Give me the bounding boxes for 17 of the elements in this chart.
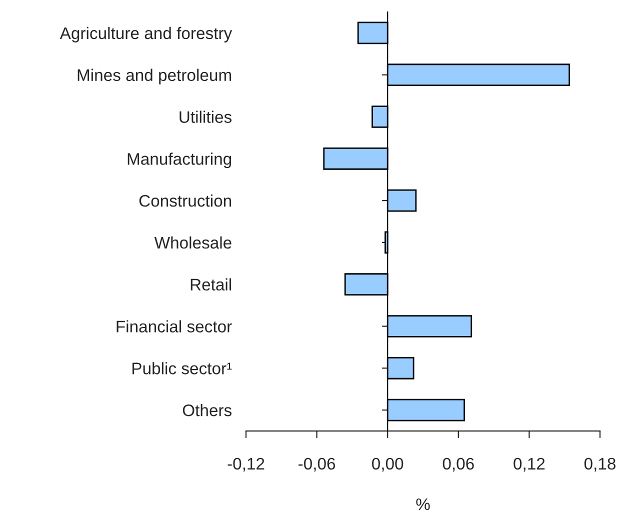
y-tick-label: Financial sector	[116, 320, 232, 332]
y-tick-label: Construction	[139, 194, 232, 207]
y-tick-label: Utilities	[180, 110, 232, 123]
y-tick-label: Wholesale	[154, 236, 232, 249]
x-tick-label: 0,12	[514, 458, 545, 472]
y-tick-label: Mines and petroleum	[78, 68, 232, 84]
x-tick-label: 0,06	[442, 458, 474, 472]
x-tick-label: -0,12	[228, 458, 264, 472]
x-tick-label: 0,00	[372, 458, 404, 472]
x-tick-label: -0,06	[298, 458, 336, 472]
y-tick-label: Others	[182, 404, 232, 416]
y-tick-label: Manufacturing	[128, 152, 232, 168]
y-tick-label: Agriculture and forestry	[60, 26, 232, 42]
y-tick-label: Retail	[190, 278, 231, 291]
y-tick-label: Public sector¹	[132, 362, 232, 374]
x-axis-title: %	[416, 498, 430, 510]
x-tick-label: 0,18	[584, 458, 616, 472]
